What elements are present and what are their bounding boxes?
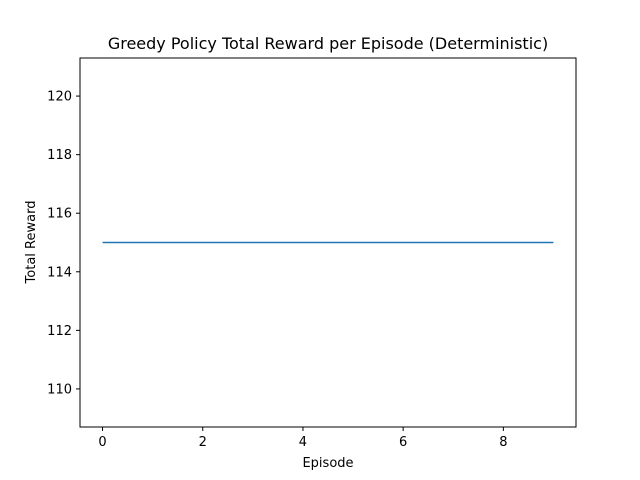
x-tick-label: 8 [499, 435, 507, 450]
x-axis: 0 2 4 6 8 [98, 427, 507, 450]
y-tick-label: 110 [47, 382, 72, 397]
x-tick-label: 0 [98, 435, 106, 450]
y-tick-label: 120 [47, 90, 72, 105]
x-axis-label: Episode [302, 456, 353, 471]
y-axis: 110 112 114 116 118 120 [47, 90, 80, 397]
y-tick-label: 112 [47, 324, 72, 339]
x-tick-label: 6 [399, 435, 407, 450]
y-tick-label: 116 [47, 207, 72, 222]
y-axis-label: Total Reward [24, 201, 39, 285]
y-tick-label: 114 [47, 265, 72, 280]
x-tick-label: 2 [199, 435, 207, 450]
y-tick-label: 118 [47, 148, 72, 163]
x-tick-label: 4 [299, 435, 307, 450]
chart-title: Greedy Policy Total Reward per Episode (… [108, 34, 548, 53]
